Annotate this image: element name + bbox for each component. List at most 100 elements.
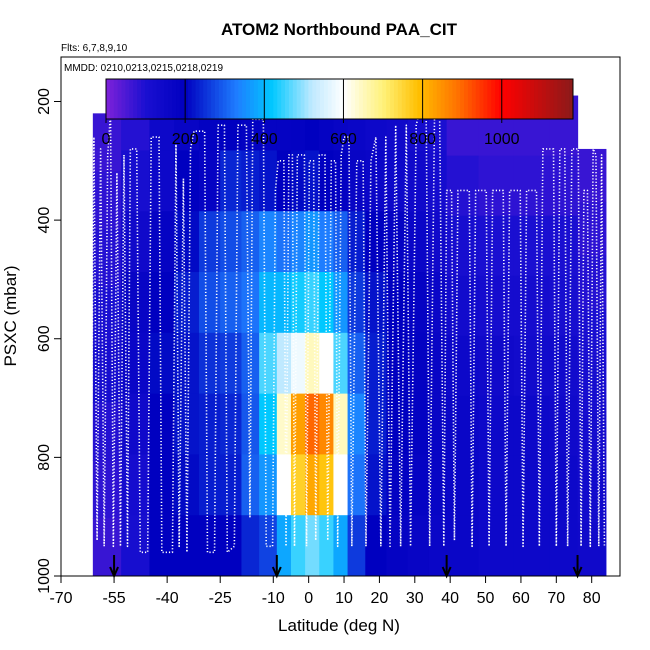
heatmap-cell	[365, 454, 388, 516]
colorbar-segment	[222, 79, 228, 119]
colorbar-segment	[366, 79, 372, 119]
x-tick-label: 50	[477, 590, 495, 607]
colorbar-segment	[464, 79, 469, 119]
colorbar-segment	[362, 79, 368, 119]
heatmap-cell	[149, 272, 175, 334]
colorbar-segment	[160, 79, 165, 119]
colorbar-segment	[285, 79, 290, 119]
colorbar-segment	[522, 79, 527, 119]
heatmap-cell	[241, 332, 260, 395]
colorbar-segment	[347, 79, 352, 119]
heatmap-cell	[577, 469, 607, 524]
heatmap-cell	[347, 454, 366, 516]
heatmap-cell	[149, 332, 175, 395]
x-tick-label: 10	[335, 590, 353, 607]
heatmap-cell	[174, 150, 200, 212]
heatmap-cell	[220, 150, 243, 212]
colorbar-segment	[281, 79, 286, 119]
colorbar-segment	[553, 79, 558, 119]
colorbar-segment	[331, 79, 337, 119]
colorbar-segment	[514, 79, 520, 119]
heatmap-cell	[198, 454, 221, 516]
colorbar-segment	[436, 79, 442, 119]
x-tick-label: 70	[547, 590, 565, 607]
colorbar-segment	[156, 79, 161, 119]
x-tick-label: 20	[371, 590, 389, 607]
heatmap-cell	[290, 272, 306, 334]
heatmap-cell	[478, 335, 515, 397]
x-tick-label: -10	[262, 590, 285, 607]
heatmap-cell	[407, 454, 430, 516]
heatmap-cell	[92, 344, 122, 404]
heatmap-cell	[305, 150, 320, 212]
heatmap-cell	[407, 150, 430, 212]
heatmap-cell	[149, 150, 175, 212]
heatmap-cell	[220, 393, 243, 456]
heatmap-cell	[259, 332, 278, 395]
colorbar-segment	[226, 79, 232, 119]
colorbar-segment	[358, 79, 364, 119]
colorbar-segment	[351, 79, 356, 119]
heatmap-cell	[347, 211, 366, 273]
colorbar-segment	[397, 79, 403, 119]
colorbar-tick-label: 400	[251, 131, 278, 148]
heatmap-cell	[513, 275, 550, 337]
heatmap-cell	[365, 211, 388, 273]
y-tick-label: 800	[36, 444, 53, 471]
colorbar-segment	[440, 79, 446, 119]
colorbar-segment	[569, 79, 574, 119]
heatmap-cell	[428, 332, 448, 395]
colorbar-segment	[316, 79, 321, 119]
heatmap-cell	[198, 515, 221, 576]
colorbar-segment	[549, 79, 555, 119]
colorbar-segment	[277, 79, 282, 119]
colorbar-segment	[257, 79, 263, 119]
heatmap-cell	[407, 332, 430, 395]
colorbar-segment	[214, 79, 220, 119]
heatmap-cell	[333, 393, 349, 456]
colorbar-segment	[249, 79, 255, 119]
heatmap-cell	[121, 454, 151, 516]
colorbar-segment	[557, 79, 562, 119]
colorbar-segment	[413, 79, 418, 119]
heatmap-cell	[549, 395, 579, 457]
colorbar-segment	[168, 79, 173, 119]
colorbar-segment	[444, 79, 449, 119]
colorbar-segment	[502, 79, 508, 119]
colorbar-segment	[320, 79, 325, 119]
colorbar-segment	[292, 79, 298, 119]
colorbar-segment	[510, 79, 516, 119]
x-axis-label: Latitude (deg N)	[278, 616, 400, 635]
colorbar-segment	[246, 79, 251, 119]
colorbar-segment	[288, 79, 294, 119]
heatmap-cell	[428, 515, 448, 576]
colorbar-segment	[417, 79, 422, 119]
colorbar: 0 200 400 600 800 1000	[102, 78, 574, 148]
x-tick-label: 40	[441, 590, 459, 607]
heatmap-cell	[149, 211, 175, 273]
colorbar-segment	[335, 79, 340, 119]
heatmap-cell	[92, 402, 122, 461]
heatmap-cell	[478, 455, 515, 517]
colorbar-segment	[218, 79, 224, 119]
colorbar-segment	[386, 79, 391, 119]
heatmap-cell	[198, 332, 221, 395]
x-tick-label: -40	[156, 590, 179, 607]
heatmap-cell	[220, 515, 243, 576]
colorbar-segment	[401, 79, 407, 119]
heatmap-cell	[319, 150, 335, 212]
heatmap-cell	[446, 155, 480, 217]
colorbar-segment	[125, 79, 130, 119]
colorbar-segment	[187, 79, 193, 119]
heatmap-cell	[259, 393, 278, 456]
heatmap-cell	[386, 454, 409, 516]
heatmap-cell	[290, 211, 306, 273]
colorbar-segment	[129, 79, 134, 119]
heatmap-cell	[305, 515, 320, 576]
heatmap-cell	[365, 515, 388, 576]
heatmap-cell	[428, 272, 448, 334]
colorbar-segment	[460, 79, 465, 119]
heatmap-cell	[513, 155, 550, 217]
x-tick-label: -55	[103, 590, 126, 607]
colorbar-segment	[483, 79, 488, 119]
